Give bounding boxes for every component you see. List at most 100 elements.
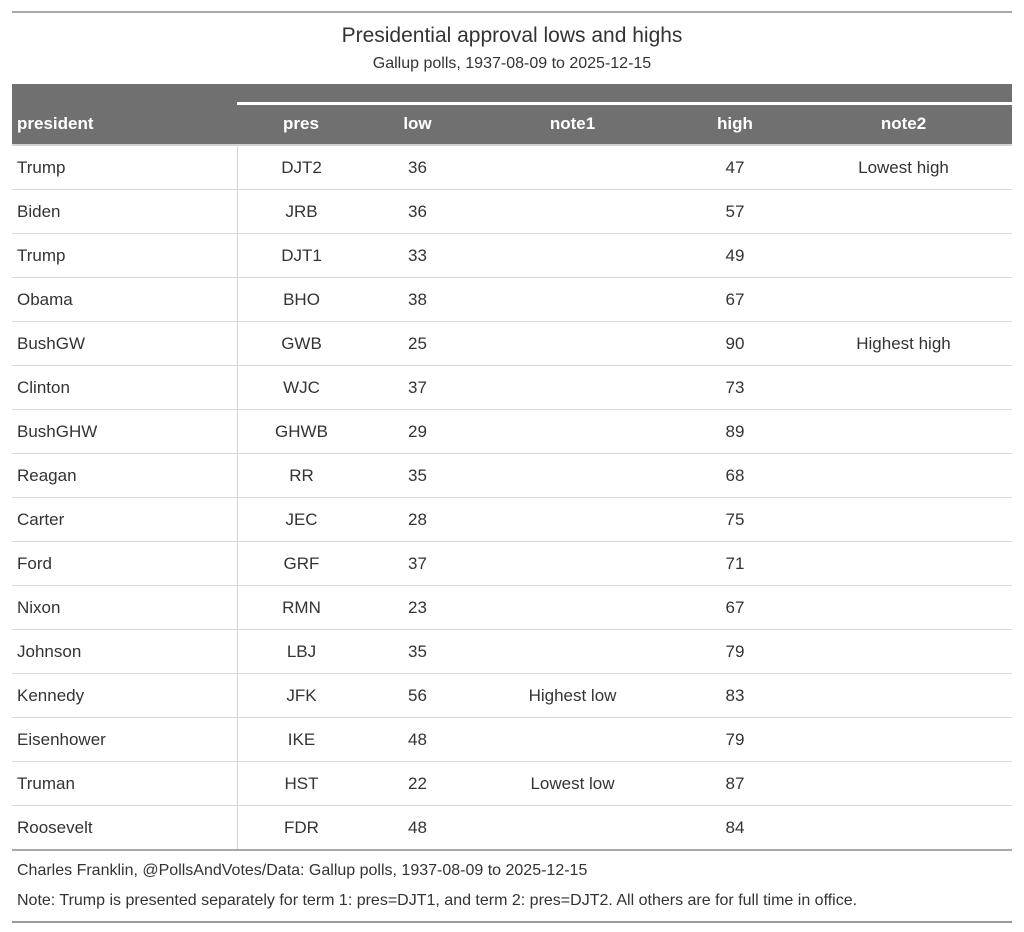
cell-note1 [470, 146, 675, 189]
cell-pres: IKE [237, 717, 365, 761]
data-table: president pres low note1 high note2 Trum… [12, 84, 1012, 923]
cell-president: Eisenhower [12, 717, 237, 761]
cell-note1: Highest low [470, 673, 675, 717]
cell-low: 37 [365, 365, 470, 409]
cell-note1 [470, 233, 675, 277]
column-header-note1: note1 [470, 105, 675, 146]
cell-pres: JEC [237, 497, 365, 541]
cell-low: 38 [365, 277, 470, 321]
cell-president: Roosevelt [12, 805, 237, 849]
cell-note2 [795, 409, 1012, 453]
cell-president: Kennedy [12, 673, 237, 717]
cell-president: Reagan [12, 453, 237, 497]
cell-note1 [470, 189, 675, 233]
cell-high: 73 [675, 365, 795, 409]
cell-low: 29 [365, 409, 470, 453]
table-row: BushGW GWB 25 90 Highest high [12, 321, 1012, 365]
cell-note2 [795, 585, 1012, 629]
footnote-note: Note: Trump is presented separately for … [17, 892, 858, 909]
cell-note2 [795, 453, 1012, 497]
table-row: Trump DJT2 36 47 Lowest high [12, 146, 1012, 189]
cell-note1 [470, 453, 675, 497]
cell-note2 [795, 189, 1012, 233]
cell-pres: GWB [237, 321, 365, 365]
cell-low: 35 [365, 629, 470, 673]
table-row: Carter JEC 28 75 [12, 497, 1012, 541]
table-row: Ford GRF 37 71 [12, 541, 1012, 585]
cell-pres: JFK [237, 673, 365, 717]
cell-pres: JRB [237, 189, 365, 233]
column-header-high: high [675, 105, 795, 146]
cell-pres: LBJ [237, 629, 365, 673]
cell-president: BushGHW [12, 409, 237, 453]
cell-note1 [470, 365, 675, 409]
column-label-row: pres low note1 high note2 [12, 105, 1012, 146]
cell-low: 36 [365, 146, 470, 189]
cell-president: BushGW [12, 321, 237, 365]
cell-note1 [470, 277, 675, 321]
column-header-president: president [12, 84, 237, 146]
approval-table: Presidential approval lows and highs Gal… [12, 11, 1012, 923]
table-row: Trump DJT1 33 49 [12, 233, 1012, 277]
cell-low: 56 [365, 673, 470, 717]
cell-low: 37 [365, 541, 470, 585]
cell-note1 [470, 805, 675, 849]
table-row: Biden JRB 36 57 [12, 189, 1012, 233]
cell-pres: WJC [237, 365, 365, 409]
cell-note2 [795, 629, 1012, 673]
cell-president: Obama [12, 277, 237, 321]
cell-high: 87 [675, 761, 795, 805]
cell-low: 48 [365, 717, 470, 761]
cell-pres: BHO [237, 277, 365, 321]
footnote-row: Note: Trump is presented separately for … [12, 885, 1012, 921]
cell-low: 33 [365, 233, 470, 277]
cell-note2 [795, 761, 1012, 805]
cell-note2 [795, 365, 1012, 409]
cell-president: Truman [12, 761, 237, 805]
cell-high: 84 [675, 805, 795, 849]
cell-note2 [795, 805, 1012, 849]
cell-low: 48 [365, 805, 470, 849]
column-header-pres: pres [237, 105, 365, 146]
cell-president: Clinton [12, 365, 237, 409]
cell-note1: Lowest low [470, 761, 675, 805]
table-subtitle: Gallup polls, 1937-08-09 to 2025-12-15 [372, 55, 652, 72]
cell-high: 57 [675, 189, 795, 233]
cell-high: 75 [675, 497, 795, 541]
cell-note2 [795, 497, 1012, 541]
table-row: Nixon RMN 23 67 [12, 585, 1012, 629]
table-row: Johnson LBJ 35 79 [12, 629, 1012, 673]
table-header: president pres low note1 high note2 [12, 84, 1012, 146]
table-row: Eisenhower IKE 48 79 [12, 717, 1012, 761]
cell-pres: RR [237, 453, 365, 497]
footnote-source: Charles Franklin, @PollsAndVotes/Data: G… [12, 849, 1012, 885]
cell-note2: Highest high [795, 321, 1012, 365]
table-row: Kennedy JFK 56 Highest low 83 [12, 673, 1012, 717]
cell-note2 [795, 673, 1012, 717]
cell-high: 47 [675, 146, 795, 189]
cell-note1 [470, 717, 675, 761]
cell-high: 79 [675, 717, 795, 761]
column-spanner [237, 84, 1012, 105]
table-row: BushGHW GHWB 29 89 [12, 409, 1012, 453]
cell-president: Nixon [12, 585, 237, 629]
cell-note2 [795, 541, 1012, 585]
cell-president: Johnson [12, 629, 237, 673]
cell-note1 [470, 629, 675, 673]
table-heading: Presidential approval lows and highs Gal… [12, 13, 1012, 84]
cell-high: 79 [675, 629, 795, 673]
cell-low: 35 [365, 453, 470, 497]
cell-low: 22 [365, 761, 470, 805]
cell-high: 83 [675, 673, 795, 717]
cell-low: 23 [365, 585, 470, 629]
cell-president: Biden [12, 189, 237, 233]
cell-high: 49 [675, 233, 795, 277]
cell-note1 [470, 585, 675, 629]
cell-high: 67 [675, 585, 795, 629]
table-body: Trump DJT2 36 47 Lowest high Biden JRB 3… [12, 146, 1012, 849]
cell-note1 [470, 541, 675, 585]
column-header-note2: note2 [795, 105, 1012, 146]
cell-pres: FDR [237, 805, 365, 849]
cell-pres: HST [237, 761, 365, 805]
cell-president: Trump [12, 233, 237, 277]
